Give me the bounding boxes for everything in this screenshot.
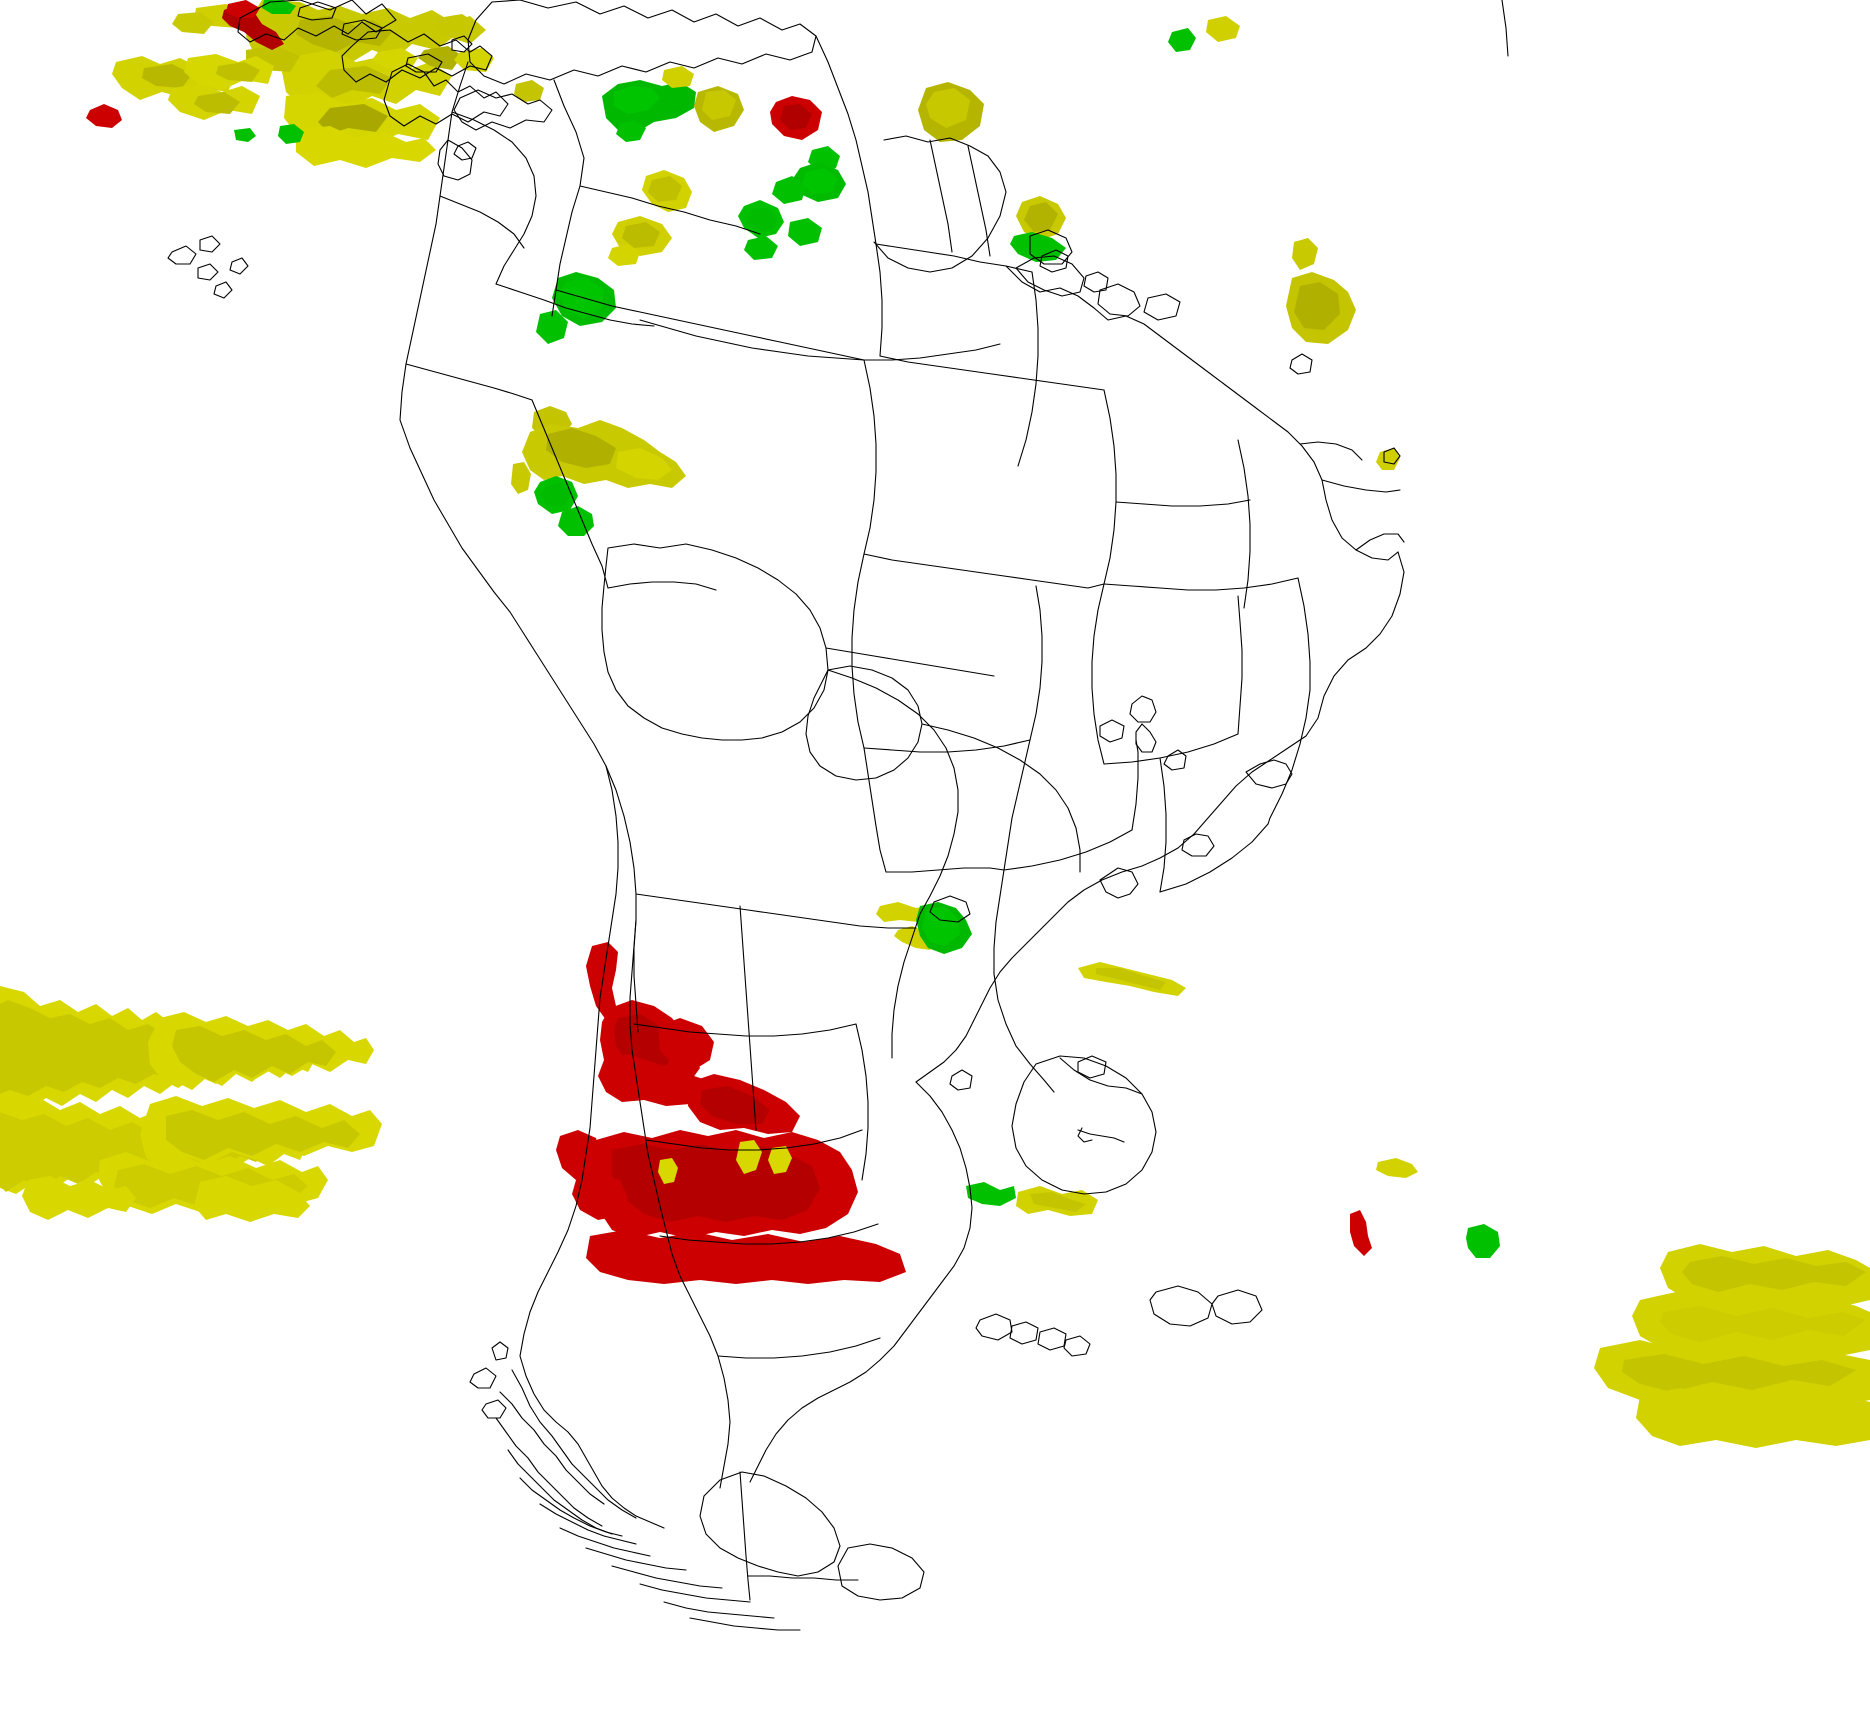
patch-group-patagonia-red — [556, 942, 906, 1284]
patch-group-pacific-red — [86, 0, 284, 128]
patch-group-colombia-venezuela — [514, 66, 744, 266]
patch-group-patagonia-yellow-inclusions — [658, 1140, 792, 1184]
patch-group-pacific-offshore-yellow — [112, 54, 274, 120]
patch-group-ne-atlantic — [918, 16, 1400, 470]
patch-group-sw-ocean-yellow — [0, 986, 382, 1222]
patch-group-nw-green-dots — [234, 0, 304, 144]
data-overlay-layer — [0, 0, 1870, 1448]
patch-group-guyana — [738, 96, 846, 260]
country-borders-layer — [168, 0, 1508, 1630]
patch-group-peru-yellow — [511, 406, 686, 494]
patch-group-south-atlantic-band — [1078, 962, 1186, 996]
patch-group-colombia-interior — [536, 272, 616, 344]
patch-group-south-atlantic-east — [966, 1158, 1870, 1448]
patch-group-uruguay — [876, 902, 972, 954]
